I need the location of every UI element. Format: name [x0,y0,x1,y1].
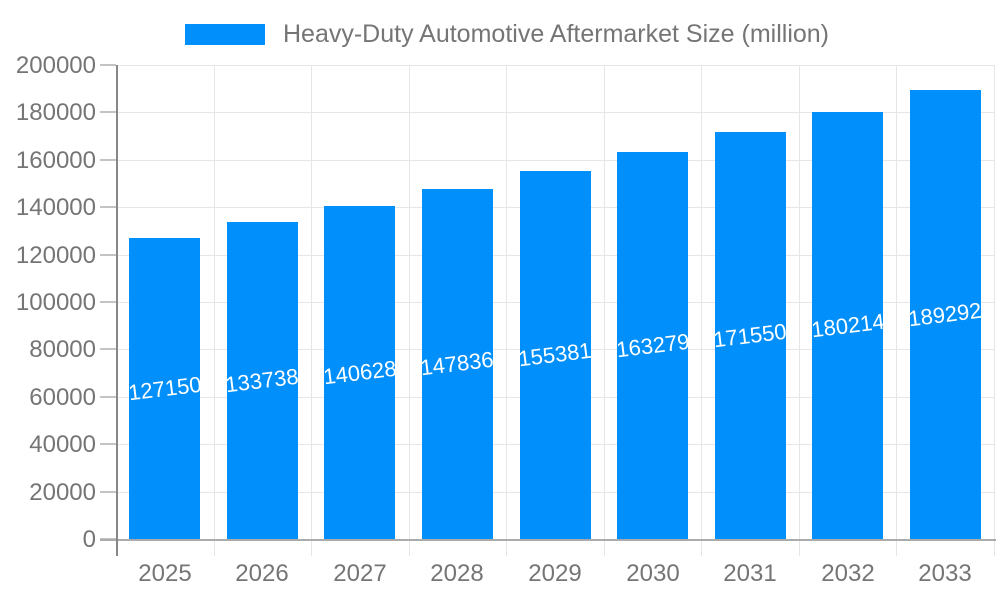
y-axis-tick [100,443,116,445]
y-axis-tick [100,111,116,113]
y-gridline [116,160,994,161]
x-gridline [604,65,605,556]
x-axis-label: 2028 [430,560,484,587]
y-axis-tick [100,206,116,208]
bar [324,206,395,539]
x-axis-label: 2032 [821,560,875,587]
y-axis-label: 160000 [15,147,96,174]
y-axis-tick [100,254,116,256]
x-axis-label: 2029 [528,560,582,587]
y-axis-label: 120000 [15,242,96,269]
y-axis-tick [100,348,116,350]
y-axis-label: 60000 [29,384,96,411]
y-gridline [116,65,994,66]
x-gridline [896,65,897,556]
bar [812,112,883,539]
y-axis-tick [100,64,116,66]
bar [910,90,981,539]
y-axis-label: 180000 [15,99,96,126]
x-axis-label: 2027 [333,560,387,587]
y-axis-label: 100000 [15,289,96,316]
y-axis-tick [100,491,116,493]
y-axis-tick [100,396,116,398]
x-gridline [799,65,800,556]
y-axis-tick [100,301,116,303]
bar [227,222,298,539]
y-axis-label: 20000 [29,479,96,506]
x-axis-line [100,539,996,541]
x-axis-label: 2030 [626,560,680,587]
legend-label: Heavy-Duty Automotive Aftermarket Size (… [283,20,830,48]
bar [617,152,688,539]
legend[interactable]: Heavy-Duty Automotive Aftermarket Size (… [185,20,829,49]
x-gridline [506,65,507,556]
x-axis-label: 2033 [918,560,972,587]
x-axis-label: 2026 [235,560,289,587]
bar [129,238,200,539]
y-axis-label: 0 [82,526,96,553]
legend-swatch-icon [185,24,265,45]
bar [422,189,493,539]
y-gridline [116,112,994,113]
y-axis-line [116,65,118,556]
y-axis-label: 40000 [29,431,96,458]
bar [520,171,591,539]
x-gridline [409,65,410,556]
x-axis-label: 2025 [138,560,192,587]
x-axis-label: 2031 [723,560,777,587]
y-axis-tick [100,159,116,161]
y-axis-label: 80000 [29,336,96,363]
bar [715,132,786,539]
x-gridline [214,65,215,556]
y-axis-label: 140000 [15,194,96,221]
x-gridline [994,65,995,556]
y-axis-label: 200000 [15,52,96,79]
x-gridline [701,65,702,556]
x-gridline [311,65,312,556]
